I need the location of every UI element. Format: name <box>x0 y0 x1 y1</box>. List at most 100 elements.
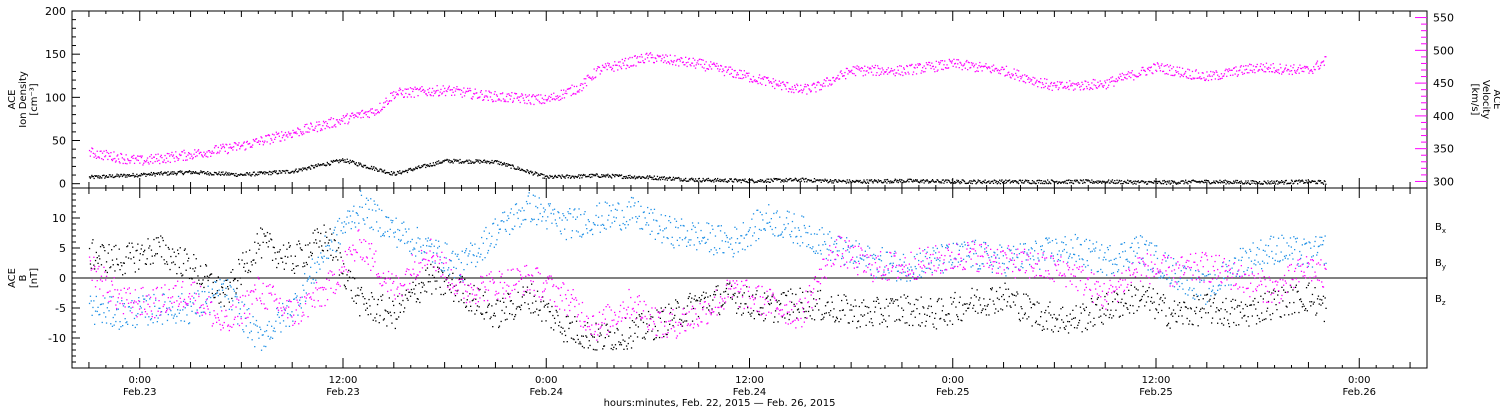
velocity-series-point <box>1258 69 1260 71</box>
velocity-series-point <box>353 117 355 119</box>
velocity-series-point <box>444 87 446 90</box>
bx-series-point <box>862 315 864 317</box>
bx-series-point <box>1138 306 1140 308</box>
bx-series-point <box>197 275 199 277</box>
density-series-point <box>814 181 816 183</box>
bx-series-point <box>382 294 384 296</box>
velocity-series-point <box>951 62 953 64</box>
bx-series-point <box>235 292 237 294</box>
density-series-point <box>433 164 435 166</box>
density-series-point <box>966 182 968 184</box>
bx-series-point <box>520 304 523 306</box>
bx-series-point <box>1151 302 1154 304</box>
density-series-point <box>645 177 647 179</box>
density-series-point <box>1018 179 1021 181</box>
density-series-point <box>631 176 633 178</box>
velocity-series-point <box>880 71 883 73</box>
bx-series-point <box>471 300 473 302</box>
bx-series-point <box>614 344 617 346</box>
bx-series-point <box>1107 303 1109 305</box>
velocity-series-point <box>167 160 169 162</box>
density-series-point <box>720 180 722 183</box>
velocity-series-point <box>588 76 590 79</box>
density-series-point <box>270 174 272 176</box>
velocity-series-point <box>440 88 442 91</box>
density-series-point <box>668 177 670 180</box>
bx-series-point <box>1172 309 1175 311</box>
bx-series-point <box>901 316 904 318</box>
bx-series-point <box>805 310 807 313</box>
density-series-point <box>1083 181 1085 183</box>
velocity-series-point <box>1244 69 1246 71</box>
density-series-point <box>890 180 892 182</box>
density-series-point <box>985 182 987 184</box>
density-series-point <box>889 182 891 184</box>
velocity-series-point <box>658 56 660 58</box>
velocity-series-point <box>642 60 644 62</box>
bx-series-point <box>1012 294 1014 296</box>
density-series-point <box>976 182 978 184</box>
velocity-series-point <box>615 64 617 66</box>
density-series-point <box>862 181 864 183</box>
velocity-series-point <box>893 73 895 75</box>
density-series-point <box>691 179 694 181</box>
velocity-series-point <box>377 110 380 113</box>
density-series-point <box>1181 180 1184 182</box>
density-series-point <box>1289 182 1291 185</box>
density-series-point <box>319 164 321 167</box>
density-series-point <box>1169 183 1171 185</box>
bx-series-point <box>1009 305 1011 307</box>
bx-series-point <box>188 277 191 280</box>
density-series-point <box>1226 182 1229 184</box>
velocity-series-point <box>1296 70 1298 72</box>
velocity-series-point <box>1028 81 1030 83</box>
density-series-point <box>137 175 139 177</box>
bx-series-point <box>1101 321 1103 324</box>
bx-series-point <box>738 292 740 294</box>
bx-series-point <box>717 285 719 287</box>
density-series-point <box>1101 182 1103 184</box>
bx-series-point <box>813 298 815 300</box>
bx-series-point <box>305 261 307 264</box>
bx-series-point <box>274 252 276 254</box>
density-series-point <box>1069 182 1071 184</box>
velocity-series-point <box>1083 88 1085 90</box>
bx-series-point <box>448 289 451 291</box>
b-axis-label-line: [nT] <box>29 268 40 288</box>
density-series-point <box>282 170 284 172</box>
density-series-point <box>1076 179 1078 182</box>
density-series-point <box>753 182 755 184</box>
density-series-point <box>787 179 790 181</box>
velocity-series-point <box>457 88 459 91</box>
velocity-series-point <box>438 94 441 97</box>
density-tick-label: 0 <box>59 178 66 191</box>
bx-series-point <box>713 293 715 296</box>
bx-series-point <box>1114 298 1116 300</box>
velocity-series-point <box>742 74 744 76</box>
velocity-series-point <box>716 62 718 65</box>
velocity-series-point <box>508 93 510 95</box>
bx-series-point <box>944 320 946 322</box>
density-series-point <box>134 175 136 177</box>
density-series-point <box>448 159 450 161</box>
density-series-point <box>614 176 616 178</box>
density-series-point <box>843 180 845 182</box>
density-series-point <box>394 174 396 176</box>
velocity-series-point <box>869 67 871 69</box>
bx-series-point <box>441 270 443 272</box>
velocity-series-point <box>750 78 752 81</box>
velocity-series-point <box>203 151 205 153</box>
density-series-point <box>175 174 178 176</box>
density-series-point <box>1029 182 1031 185</box>
density-series-point <box>326 161 328 164</box>
bx-series-point <box>853 315 855 317</box>
density-series-point <box>469 162 471 164</box>
velocity-series-point <box>684 64 686 66</box>
density-series-point <box>259 172 261 174</box>
velocity-series-point <box>334 123 336 126</box>
bx-series-point <box>245 251 247 253</box>
density-series-point <box>1324 180 1326 183</box>
density-series-point <box>365 167 367 169</box>
bx-series-point <box>241 259 243 261</box>
density-series-point <box>586 175 588 178</box>
